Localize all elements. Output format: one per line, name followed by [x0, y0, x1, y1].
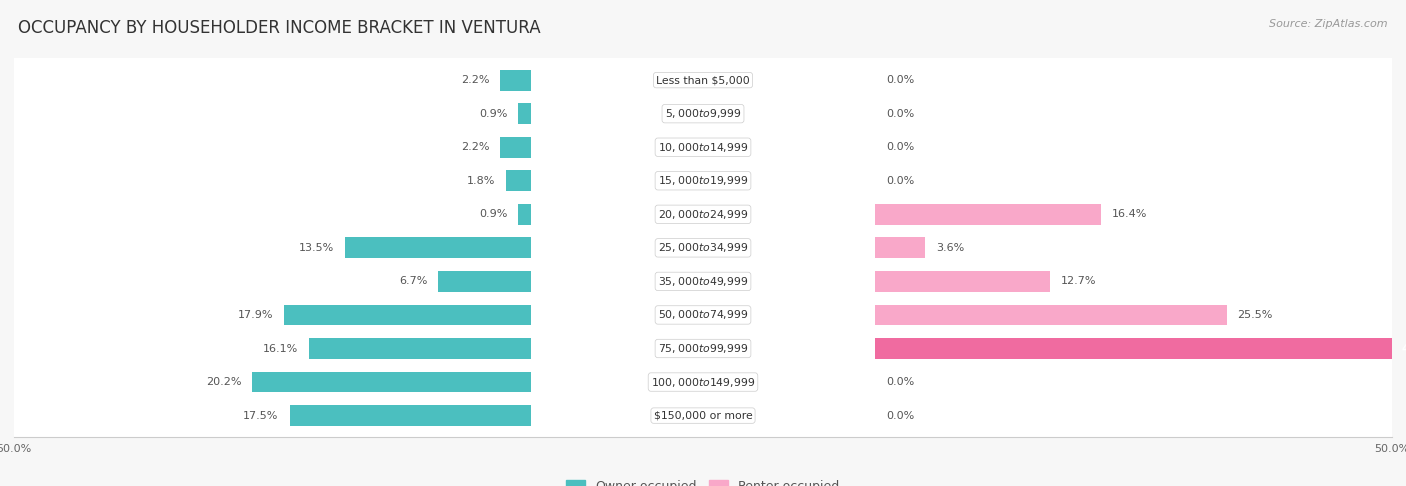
FancyBboxPatch shape: [13, 356, 1393, 408]
Bar: [439, 271, 531, 292]
Bar: [875, 338, 1406, 359]
FancyBboxPatch shape: [13, 88, 1393, 139]
Text: $15,000 to $19,999: $15,000 to $19,999: [658, 174, 748, 187]
Text: 2.2%: 2.2%: [461, 142, 489, 152]
Text: 20.2%: 20.2%: [205, 377, 242, 387]
Text: 0.0%: 0.0%: [886, 176, 914, 186]
Text: 2.2%: 2.2%: [461, 75, 489, 85]
Bar: [519, 204, 531, 225]
Text: $35,000 to $49,999: $35,000 to $49,999: [658, 275, 748, 288]
Text: 1.8%: 1.8%: [467, 176, 495, 186]
Text: $100,000 to $149,999: $100,000 to $149,999: [651, 376, 755, 388]
Bar: [875, 271, 1050, 292]
FancyBboxPatch shape: [13, 390, 1393, 441]
Text: 6.7%: 6.7%: [399, 277, 427, 286]
Text: 16.1%: 16.1%: [263, 344, 298, 353]
FancyBboxPatch shape: [13, 323, 1393, 374]
FancyBboxPatch shape: [13, 121, 1393, 174]
Text: 17.5%: 17.5%: [243, 411, 278, 420]
FancyBboxPatch shape: [13, 223, 1393, 273]
Text: 3.6%: 3.6%: [936, 243, 965, 253]
Text: Less than $5,000: Less than $5,000: [657, 75, 749, 85]
Bar: [875, 305, 1226, 325]
Bar: [284, 305, 531, 325]
FancyBboxPatch shape: [13, 155, 1393, 206]
FancyBboxPatch shape: [13, 122, 1393, 173]
Text: 0.0%: 0.0%: [886, 75, 914, 85]
Bar: [344, 238, 531, 258]
Text: 41.8%: 41.8%: [1402, 344, 1406, 353]
Text: $75,000 to $99,999: $75,000 to $99,999: [658, 342, 748, 355]
FancyBboxPatch shape: [13, 189, 1393, 240]
Text: 0.9%: 0.9%: [479, 109, 508, 119]
Text: Source: ZipAtlas.com: Source: ZipAtlas.com: [1270, 19, 1388, 30]
FancyBboxPatch shape: [13, 188, 1393, 241]
Text: 0.0%: 0.0%: [886, 377, 914, 387]
FancyBboxPatch shape: [13, 54, 1393, 105]
FancyBboxPatch shape: [13, 290, 1393, 341]
FancyBboxPatch shape: [13, 389, 1393, 442]
FancyBboxPatch shape: [13, 54, 1393, 106]
Bar: [501, 137, 531, 157]
Text: 0.0%: 0.0%: [886, 109, 914, 119]
FancyBboxPatch shape: [13, 256, 1393, 307]
Text: 0.0%: 0.0%: [886, 411, 914, 420]
Text: 0.0%: 0.0%: [886, 142, 914, 152]
FancyBboxPatch shape: [13, 357, 1393, 408]
Text: $150,000 or more: $150,000 or more: [654, 411, 752, 420]
Text: $20,000 to $24,999: $20,000 to $24,999: [658, 208, 748, 221]
Bar: [290, 405, 531, 426]
Bar: [501, 69, 531, 90]
FancyBboxPatch shape: [13, 322, 1393, 375]
Text: 17.9%: 17.9%: [238, 310, 273, 320]
Bar: [506, 171, 531, 191]
Text: 12.7%: 12.7%: [1062, 277, 1097, 286]
Text: 25.5%: 25.5%: [1237, 310, 1272, 320]
FancyBboxPatch shape: [13, 87, 1393, 140]
Bar: [519, 103, 531, 124]
Text: 16.4%: 16.4%: [1112, 209, 1147, 219]
Text: $5,000 to $9,999: $5,000 to $9,999: [665, 107, 741, 120]
FancyBboxPatch shape: [13, 155, 1393, 207]
Text: $25,000 to $34,999: $25,000 to $34,999: [658, 242, 748, 254]
Bar: [875, 238, 925, 258]
Text: $10,000 to $14,999: $10,000 to $14,999: [658, 141, 748, 154]
Bar: [309, 338, 531, 359]
FancyBboxPatch shape: [13, 255, 1393, 308]
FancyBboxPatch shape: [13, 222, 1393, 274]
Text: 13.5%: 13.5%: [298, 243, 333, 253]
FancyBboxPatch shape: [13, 289, 1393, 341]
Text: 0.9%: 0.9%: [479, 209, 508, 219]
Legend: Owner-occupied, Renter-occupied: Owner-occupied, Renter-occupied: [561, 475, 845, 486]
Text: OCCUPANCY BY HOUSEHOLDER INCOME BRACKET IN VENTURA: OCCUPANCY BY HOUSEHOLDER INCOME BRACKET …: [18, 19, 541, 37]
Text: $50,000 to $74,999: $50,000 to $74,999: [658, 309, 748, 321]
Bar: [875, 204, 1101, 225]
Bar: [253, 372, 531, 393]
